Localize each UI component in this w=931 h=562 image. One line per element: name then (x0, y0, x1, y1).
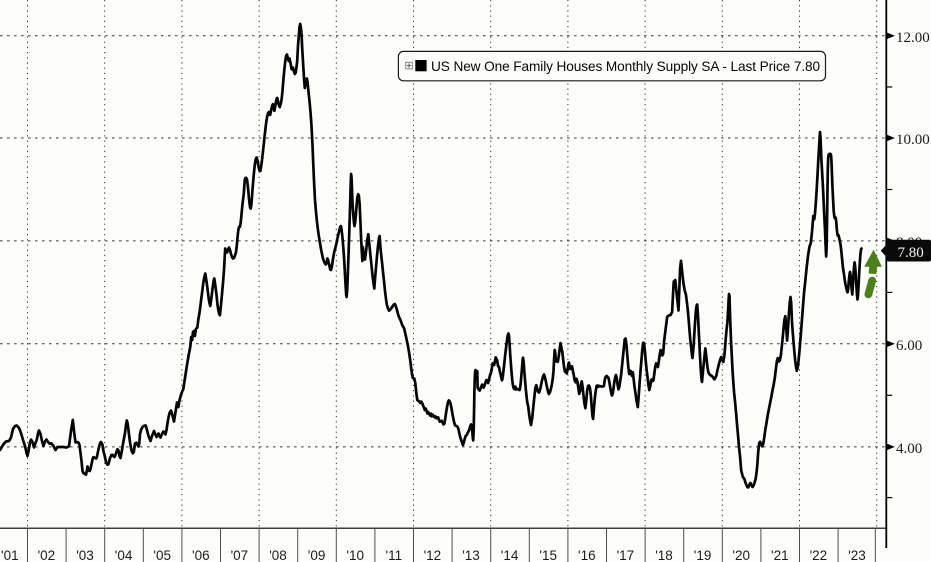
svg-text:4.00: 4.00 (896, 441, 922, 457)
svg-text:'04: '04 (115, 548, 133, 562)
svg-text:'06: '06 (192, 548, 210, 562)
svg-text:'15: '15 (539, 548, 557, 562)
svg-text:6.00: 6.00 (896, 338, 922, 354)
svg-text:'20: '20 (732, 548, 750, 562)
svg-text:'23: '23 (848, 548, 866, 562)
svg-text:'17: '17 (617, 548, 635, 562)
svg-text:'19: '19 (694, 548, 712, 562)
svg-text:'18: '18 (655, 548, 673, 562)
svg-text:'07: '07 (231, 548, 249, 562)
svg-text:'22: '22 (810, 548, 828, 562)
svg-text:'09: '09 (308, 548, 326, 562)
svg-text:10.00: 10.00 (896, 132, 930, 148)
svg-text:US New One Family Houses Month: US New One Family Houses Monthly Supply … (431, 59, 820, 74)
svg-text:'14: '14 (501, 548, 519, 562)
svg-text:'08: '08 (269, 548, 287, 562)
svg-text:'21: '21 (771, 548, 789, 562)
svg-text:7.80: 7.80 (898, 245, 924, 261)
svg-text:'10: '10 (346, 548, 364, 562)
svg-text:'11: '11 (386, 548, 403, 562)
svg-text:'16: '16 (578, 548, 596, 562)
svg-text:'05: '05 (153, 548, 171, 562)
svg-text:'12: '12 (424, 548, 442, 562)
svg-text:12.00: 12.00 (896, 30, 930, 46)
svg-text:'13: '13 (462, 548, 480, 562)
svg-text:'02: '02 (38, 548, 56, 562)
svg-text:'01: '01 (1, 548, 19, 562)
svg-text:'03: '03 (76, 548, 94, 562)
